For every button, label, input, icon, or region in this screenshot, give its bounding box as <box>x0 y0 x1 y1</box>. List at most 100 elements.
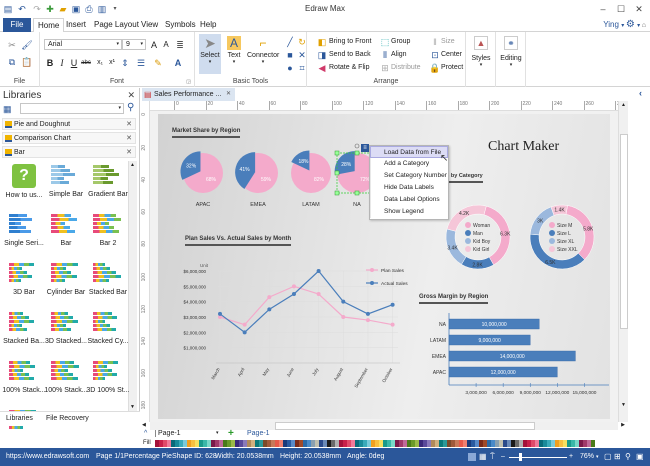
strikethrough-icon[interactable]: abc <box>81 60 91 66</box>
tab-insert[interactable]: Insert <box>66 20 87 29</box>
search-icon[interactable]: ⚲ <box>127 102 135 113</box>
library-shape[interactable]: 100% Stack... <box>2 360 46 394</box>
size-button[interactable]: Size <box>441 38 455 45</box>
bar-chart-title[interactable]: Gross Margin by Region <box>419 294 489 304</box>
library-shape[interactable]: Stacked Cy... <box>86 311 130 345</box>
protect-button[interactable]: Protect <box>441 64 464 71</box>
color-swatch[interactable] <box>283 440 287 447</box>
close-category-icon[interactable]: ✕ <box>126 121 132 128</box>
library-shape[interactable]: 3D 100% St... <box>86 360 130 394</box>
color-swatch[interactable] <box>231 440 235 447</box>
highlight-icon[interactable]: ✎ <box>154 58 162 68</box>
fit-page-icon[interactable]: ▢ <box>604 452 612 461</box>
color-swatch[interactable] <box>495 440 499 447</box>
color-swatch[interactable] <box>531 440 535 447</box>
close-category-icon[interactable]: ✕ <box>126 149 132 156</box>
color-swatch[interactable] <box>295 440 299 447</box>
color-swatch[interactable] <box>319 440 323 447</box>
color-swatch[interactable] <box>163 440 167 447</box>
color-swatch[interactable] <box>263 440 267 447</box>
presentation-icon[interactable]: ⍑ <box>490 452 495 461</box>
color-swatch[interactable] <box>427 440 431 447</box>
open-icon[interactable]: ▰ <box>59 4 67 14</box>
color-swatch[interactable] <box>355 440 359 447</box>
color-swatch[interactable] <box>323 440 327 447</box>
status-url[interactable]: https://www.edrawsoft.com <box>6 453 90 460</box>
tab-symbols[interactable]: Symbols <box>165 20 196 29</box>
line-chart-title[interactable]: Plan Sales Vs. Actual Sales by Month <box>185 236 292 246</box>
minimize-button[interactable]: – <box>600 4 606 14</box>
library-category-pie-doughnut[interactable]: Pie and Doughnut ✕ <box>2 118 136 130</box>
color-swatch[interactable] <box>559 440 563 447</box>
color-swatch[interactable] <box>515 440 519 447</box>
category-chart-title[interactable]: n by Category <box>446 173 483 183</box>
color-swatch[interactable] <box>451 440 455 447</box>
customize-qa-icon[interactable]: ▾ <box>113 6 117 12</box>
color-swatch[interactable] <box>591 440 595 447</box>
horizontal-scrollbar[interactable]: ◀ ▶ <box>142 422 625 430</box>
color-swatch[interactable] <box>207 440 211 447</box>
library-search-input[interactable]: ▾ <box>20 103 124 114</box>
close-button[interactable]: ✕ <box>635 4 643 14</box>
align-button[interactable]: Align <box>391 51 407 58</box>
page-view-icon[interactable]: ▦ <box>479 452 487 461</box>
color-swatch[interactable] <box>311 440 315 447</box>
underline-icon[interactable]: U <box>70 58 78 68</box>
page-tab[interactable]: Page-1 <box>247 430 270 437</box>
color-swatch[interactable] <box>279 440 283 447</box>
normal-view-icon[interactable] <box>468 453 476 461</box>
file-recovery-tab[interactable]: File Recovery <box>46 415 89 422</box>
page-select[interactable]: Page-1 <box>155 430 181 437</box>
chart-maker-title[interactable]: Chart Maker <box>488 139 560 154</box>
rectangle-icon[interactable]: ■ <box>287 50 293 60</box>
color-swatch[interactable] <box>391 440 395 447</box>
color-swatch[interactable] <box>235 440 239 447</box>
color-swatch[interactable] <box>563 440 567 447</box>
color-swatch[interactable] <box>375 440 379 447</box>
color-swatch[interactable] <box>363 440 367 447</box>
color-swatch[interactable] <box>567 440 571 447</box>
ellipse-icon[interactable]: ● <box>287 63 293 73</box>
bullets-icon[interactable]: ☰ <box>136 58 146 68</box>
color-swatch[interactable] <box>491 440 495 447</box>
color-swatch[interactable] <box>187 440 191 447</box>
expand-pages-icon[interactable]: ^ <box>144 430 148 437</box>
color-swatch[interactable] <box>511 440 515 447</box>
fit-width-icon[interactable]: ⊞ <box>614 452 621 461</box>
distribute-button[interactable]: Distribute <box>391 64 421 71</box>
color-swatch[interactable] <box>583 440 587 447</box>
font-size-select[interactable]: 9 ▾ <box>122 39 146 50</box>
library-shape[interactable]: Single Seri... <box>2 213 46 247</box>
chevron-down-icon[interactable]: ▾ <box>216 430 219 436</box>
tab-page-layout[interactable]: Page Layout <box>94 20 139 29</box>
color-swatch[interactable] <box>467 440 471 447</box>
close-tab-icon[interactable]: ✕ <box>225 91 231 97</box>
menu-show-legend[interactable]: Show Legend <box>370 206 448 218</box>
library-shape[interactable]: 3D Bar <box>2 262 46 296</box>
color-swatch[interactable] <box>159 440 163 447</box>
color-swatch[interactable] <box>447 440 451 447</box>
crop-icon[interactable]: ⌗ <box>299 63 305 73</box>
menu-set-category-number[interactable]: Set Category Number <box>370 170 448 182</box>
gear-dropdown-icon[interactable]: ▾ <box>637 23 642 29</box>
color-swatch[interactable] <box>291 440 295 447</box>
shape-menu-icon[interactable]: ≡ <box>361 144 369 152</box>
color-swatch[interactable] <box>239 440 243 447</box>
send-to-back-button[interactable]: Send to Back <box>329 51 371 58</box>
color-swatch[interactable] <box>191 440 195 447</box>
color-swatch[interactable] <box>307 440 311 447</box>
color-swatch[interactable] <box>539 440 543 447</box>
document-tab[interactable]: ▤ Sales Performance ... ✕ <box>142 88 235 101</box>
color-swatch[interactable] <box>287 440 291 447</box>
color-swatch[interactable] <box>347 440 351 447</box>
styles-button[interactable]: ▲ Styles ▾ <box>468 36 494 81</box>
color-swatch[interactable] <box>175 440 179 447</box>
color-swatch[interactable] <box>255 440 259 447</box>
close-panel-icon[interactable]: ✕ <box>127 90 135 100</box>
color-swatch[interactable] <box>403 440 407 447</box>
user-dropdown-icon[interactable]: ▾ <box>621 23 626 29</box>
color-swatch[interactable] <box>431 440 435 447</box>
color-swatch[interactable] <box>331 440 335 447</box>
color-swatch[interactable] <box>215 440 219 447</box>
library-scrollbar[interactable]: ▲ ▼ <box>128 161 137 411</box>
